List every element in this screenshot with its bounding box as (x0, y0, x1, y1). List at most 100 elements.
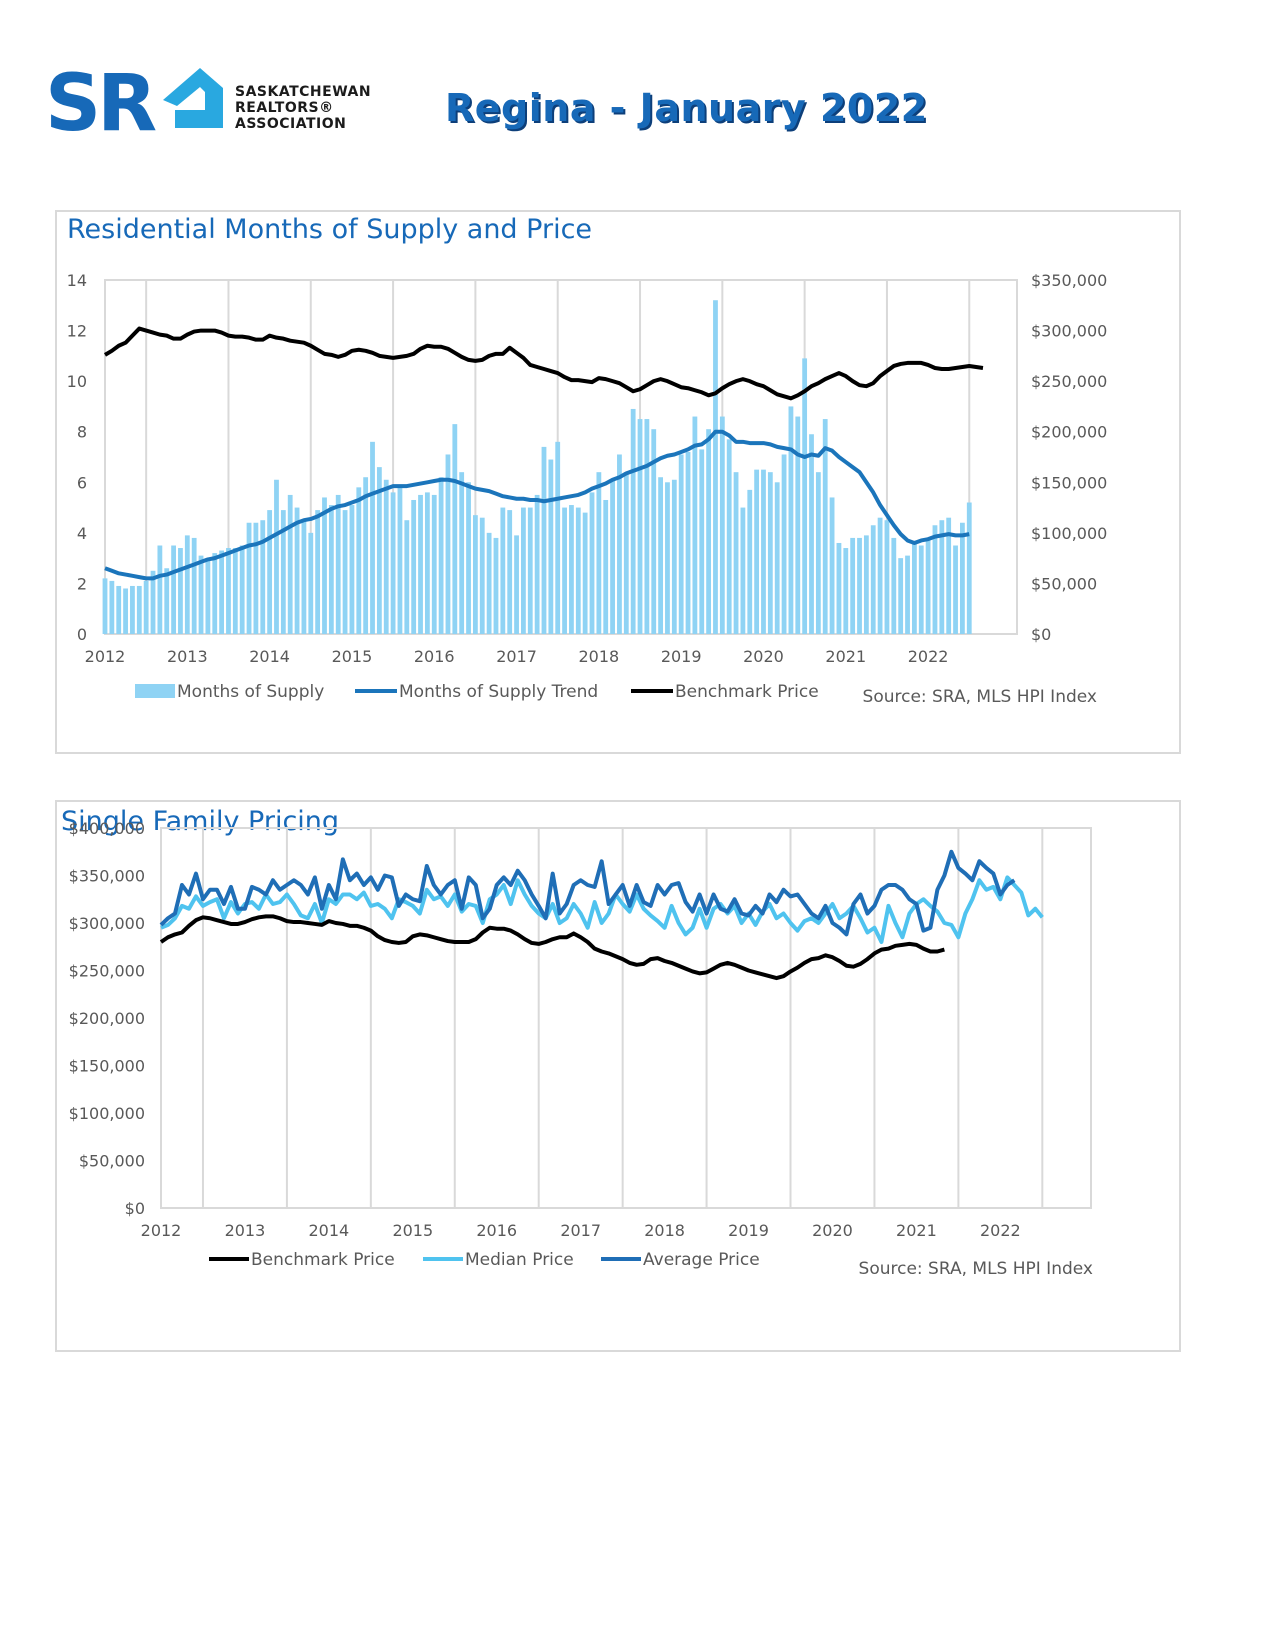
plot-area (160, 827, 1092, 1209)
supply-bar (740, 507, 746, 634)
y-tick-label: $400,000 (69, 819, 145, 838)
supply-bar (898, 558, 904, 634)
x-tick-label: 2017 (496, 647, 537, 666)
supply-bar (836, 542, 842, 634)
x-tick-label: 2015 (392, 1221, 433, 1240)
supply-bar (411, 499, 417, 634)
supply-bar (383, 479, 389, 634)
logo-line-2: REALTORS® (235, 100, 334, 116)
supply-bar (884, 520, 890, 634)
supply-bar (685, 451, 691, 634)
report-header: SR SASKATCHEWAN REALTORS® ASSOCIATION Re… (45, 60, 1245, 150)
supply-bar (829, 497, 835, 634)
supply-bar (116, 585, 122, 634)
supply-bar (905, 555, 910, 634)
pricing-chart: Single Family Pricing 2012 2013 2014 2015 201… (61, 806, 1093, 1279)
y-right-tick-label: $150,000 (1031, 473, 1107, 492)
supply-bar (541, 446, 547, 634)
benchmark-price-line (159, 914, 945, 981)
supply-bar (521, 507, 526, 634)
supply-bar (918, 545, 924, 634)
supply-bar (212, 553, 218, 634)
supply-bar (527, 507, 533, 634)
x-tick-label: 2020 (812, 1221, 853, 1240)
logo-line-1: SASKATCHEWAN (235, 84, 372, 100)
y-right-tick-label: $200,000 (1031, 423, 1107, 442)
supply-bar (418, 494, 423, 634)
y-tick-label: $0 (125, 1199, 145, 1218)
supply-bar (960, 522, 965, 634)
y-tick-label: $50,000 (79, 1152, 145, 1171)
supply-bar (630, 408, 636, 634)
pricing-chart-panel: Single Family Pricing 2012 2013 2014 2015 201… (55, 800, 1181, 1352)
supply-bar (569, 505, 574, 634)
supply-bar (308, 532, 314, 634)
supply-bar (301, 520, 307, 634)
x-tick-label: 2019 (661, 647, 702, 666)
supply-bar (939, 520, 945, 634)
source-note: Source: SRA, MLS HPI Index (863, 687, 1097, 707)
supply-bar (205, 558, 211, 634)
supply-bar (637, 419, 643, 634)
supply-bar (726, 439, 732, 634)
supply-bar (123, 588, 128, 634)
y-left-tick-label: 6 (77, 473, 87, 492)
supply-bar (260, 520, 266, 634)
supply-bar (733, 472, 739, 634)
supply-bar (253, 522, 259, 634)
supply-bar (390, 492, 396, 634)
supply-bar (946, 517, 952, 634)
y-left-tick-label: 8 (77, 423, 87, 442)
legend-label-trend: Months of Supply Trend (399, 682, 598, 702)
y-tick-label: $100,000 (69, 1104, 145, 1123)
supply-bar (774, 482, 780, 634)
supply-bar (239, 545, 245, 634)
supply-bar (788, 406, 794, 634)
supply-bar (280, 510, 286, 634)
legend-label-benchmark: Benchmark Price (251, 1250, 395, 1270)
supply-bar (692, 416, 698, 634)
supply-bar (795, 416, 801, 634)
supply-bar (150, 570, 156, 634)
x-tick-label: 2019 (728, 1221, 769, 1240)
supply-bar (665, 482, 670, 634)
y-left-tick-label: 14 (67, 271, 87, 290)
supply-bar (164, 568, 170, 634)
x-tick-label: 2012 (141, 1221, 182, 1240)
supply-bar (486, 532, 492, 634)
y-tick-label: $300,000 (69, 914, 145, 933)
supply-bar (644, 419, 650, 634)
supply-bar (802, 358, 808, 634)
y-left-tick-label: 4 (77, 524, 87, 543)
supply-bar (870, 525, 876, 634)
chart-title: Residential Months of Supply and Price (67, 214, 592, 245)
supply-bar (658, 477, 663, 634)
supply-bar (815, 472, 821, 634)
supply-bar (761, 469, 766, 634)
y-tick-label: $250,000 (69, 962, 145, 981)
supply-bar (342, 510, 348, 634)
months-of-supply-bars (102, 300, 972, 634)
supply-bar (781, 454, 787, 634)
supply-bar (706, 429, 712, 634)
supply-bar (925, 537, 931, 634)
supply-bar (109, 580, 115, 634)
x-tick-label: 2015 (332, 647, 373, 666)
supply-bar (857, 537, 862, 634)
supply-bar (493, 537, 499, 634)
y-left-tick-label: 0 (77, 625, 87, 644)
supply-bar (719, 416, 725, 634)
x-tick-label: 2012 (85, 647, 126, 666)
legend-label-average: Average Price (643, 1250, 760, 1270)
supply-bar (370, 441, 375, 634)
supply-bar (246, 522, 252, 634)
supply-bar (877, 517, 883, 634)
supply-bar (459, 472, 465, 634)
y-left-tick-label: 12 (67, 322, 87, 341)
supply-bar (603, 499, 609, 634)
supply-trend-line (104, 429, 970, 581)
supply-bar (891, 537, 897, 634)
y-right-tick-label: $100,000 (1031, 524, 1107, 543)
supply-bar (699, 449, 705, 634)
supply-bar (226, 548, 231, 634)
